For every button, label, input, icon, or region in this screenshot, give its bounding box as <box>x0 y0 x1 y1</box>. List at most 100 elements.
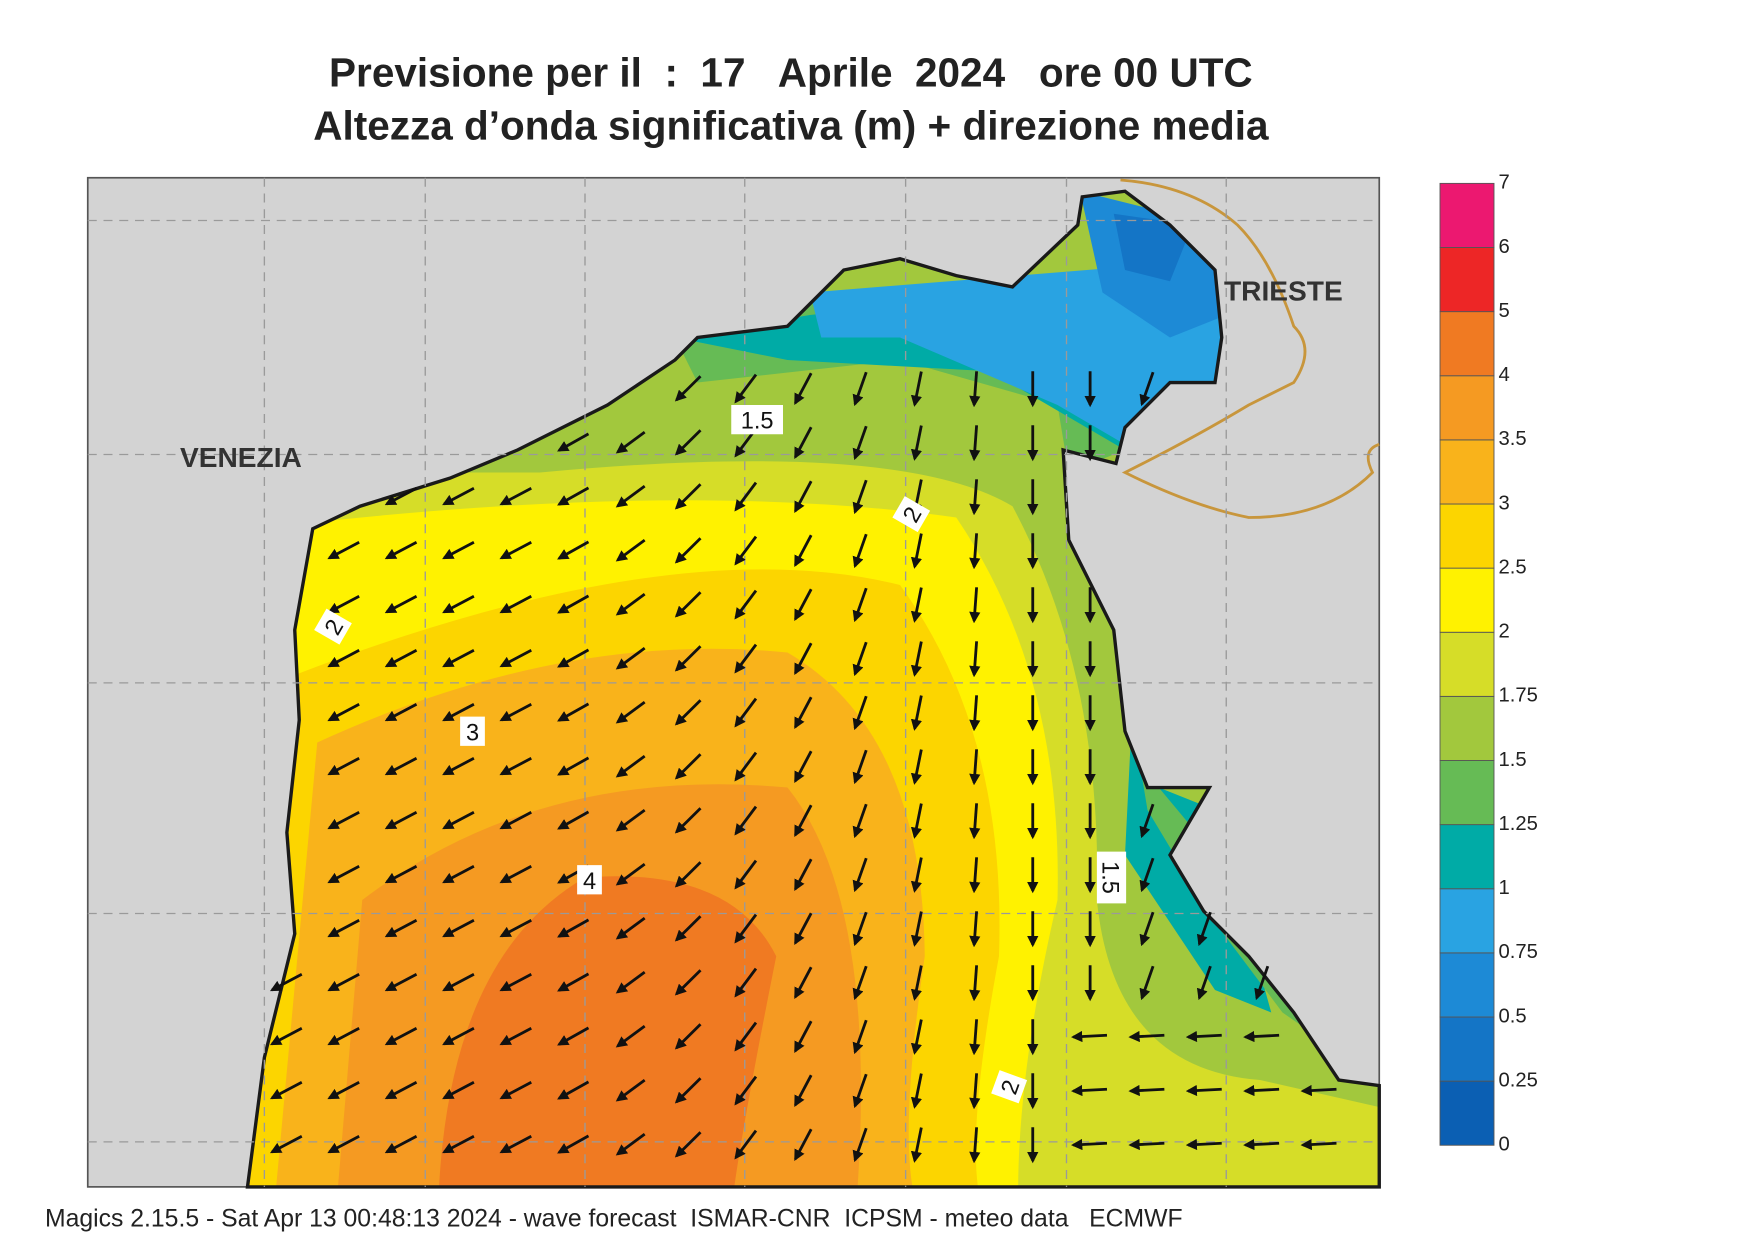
direction-arrow <box>557 594 590 614</box>
direction-arrow <box>499 486 532 506</box>
place-label: TRIESTE <box>1224 275 1343 306</box>
direction-arrow <box>442 702 475 722</box>
contour-label: 4 <box>577 865 602 895</box>
direction-arrow <box>734 1129 758 1160</box>
direction-arrow <box>269 1026 303 1046</box>
contour-value: 1.5 <box>741 409 774 435</box>
direction-arrow <box>1128 1084 1165 1097</box>
legend-band <box>1439 247 1495 313</box>
color-legend: 0 0.25 0.5 0.75 1 1.25 1.5 1.75 2 2.5 3 3.5 4 5 6 7 <box>1439 172 1538 1156</box>
direction-arrow <box>852 965 868 1001</box>
direction-arrow <box>442 972 475 992</box>
direction-arrow <box>1139 371 1155 407</box>
direction-arrow <box>734 967 758 998</box>
direction-arrow <box>499 918 532 938</box>
legend-band <box>1439 439 1495 505</box>
direction-arrow <box>327 1134 360 1154</box>
direction-arrow <box>557 756 590 776</box>
direction-arrow <box>269 1080 303 1100</box>
direction-arrow <box>910 857 923 893</box>
direction-arrow <box>499 972 532 992</box>
direction-arrow <box>734 751 758 782</box>
direction-arrow <box>674 591 702 618</box>
legend-tick-label: 1.5 <box>1499 749 1527 771</box>
direction-arrow <box>327 702 360 722</box>
direction-arrow <box>442 810 475 830</box>
direction-arrow <box>615 700 646 724</box>
legend-tick-label: 6 <box>1499 236 1510 258</box>
direction-arrow <box>442 594 475 614</box>
direction-arrow <box>674 699 702 726</box>
legend-tick-label: 0.75 <box>1499 941 1538 963</box>
direction-arrow <box>910 911 923 947</box>
contour-value: 3 <box>466 720 479 746</box>
direction-arrow <box>674 807 702 834</box>
direction-arrow <box>327 540 360 560</box>
contour-label: 1.5 <box>731 405 783 435</box>
direction-arrow <box>910 1019 923 1055</box>
direction-arrow <box>557 918 590 938</box>
legend-band <box>1439 824 1495 890</box>
direction-arrow <box>674 537 702 564</box>
legend-band <box>1439 1080 1495 1146</box>
direction-arrow <box>557 810 590 830</box>
direction-arrow <box>442 756 475 776</box>
direction-arrow <box>557 540 590 560</box>
direction-arrow <box>969 641 981 678</box>
direction-arrow <box>734 643 758 674</box>
direction-arrow <box>327 972 360 992</box>
direction-arrow <box>442 648 475 668</box>
direction-arrow <box>1300 1084 1337 1097</box>
contour-value: 1.5 <box>1097 861 1123 894</box>
direction-arrow <box>384 594 418 614</box>
direction-arrow <box>442 918 475 938</box>
direction-arrow <box>499 1080 532 1100</box>
direction-arrow <box>852 479 868 515</box>
direction-arrow <box>384 540 418 560</box>
legend-tick-label: 2 <box>1499 621 1510 643</box>
legend-band <box>1439 1016 1495 1082</box>
direction-arrow <box>557 1026 590 1046</box>
direction-arrow <box>615 484 646 508</box>
direction-arrow <box>499 540 532 560</box>
direction-arrow <box>794 588 813 622</box>
direction-arrow <box>674 483 702 510</box>
direction-arrow <box>384 486 418 506</box>
direction-arrow <box>852 857 868 893</box>
direction-arrow <box>674 861 702 888</box>
direction-arrow <box>327 1080 360 1100</box>
legend-tick-label: 0.25 <box>1499 1069 1538 1091</box>
direction-arrow <box>269 1134 303 1154</box>
direction-arrow <box>327 594 360 614</box>
direction-arrow <box>1128 1030 1165 1043</box>
direction-arrow <box>674 915 702 942</box>
legend-band <box>1439 952 1495 1018</box>
direction-arrow <box>499 594 532 614</box>
direction-arrow <box>615 916 646 940</box>
direction-arrow <box>674 645 702 672</box>
direction-arrow <box>499 648 532 668</box>
direction-arrow <box>910 1073 923 1109</box>
direction-arrow <box>1139 911 1155 947</box>
direction-arrow <box>852 587 868 623</box>
direction-arrow <box>969 965 981 1002</box>
direction-arrow <box>327 648 360 668</box>
direction-arrow <box>384 648 418 668</box>
direction-arrow <box>852 911 868 947</box>
direction-arrow <box>1196 911 1212 947</box>
direction-arrow <box>674 753 702 780</box>
legend-tick-label: 4 <box>1499 364 1510 386</box>
direction-arrow <box>1139 857 1155 893</box>
direction-arrow <box>499 864 532 884</box>
legend-band <box>1439 631 1495 697</box>
direction-arrow <box>969 533 981 570</box>
direction-arrow <box>384 1026 418 1046</box>
direction-arrow <box>969 749 981 786</box>
direction-arrow <box>499 702 532 722</box>
direction-arrow <box>1071 1030 1108 1043</box>
contour-label: 2 <box>892 496 931 533</box>
legend-tick-label: 2.5 <box>1499 556 1527 578</box>
direction-arrow <box>734 535 758 566</box>
direction-arrow <box>615 754 646 778</box>
direction-arrow <box>1139 803 1155 839</box>
